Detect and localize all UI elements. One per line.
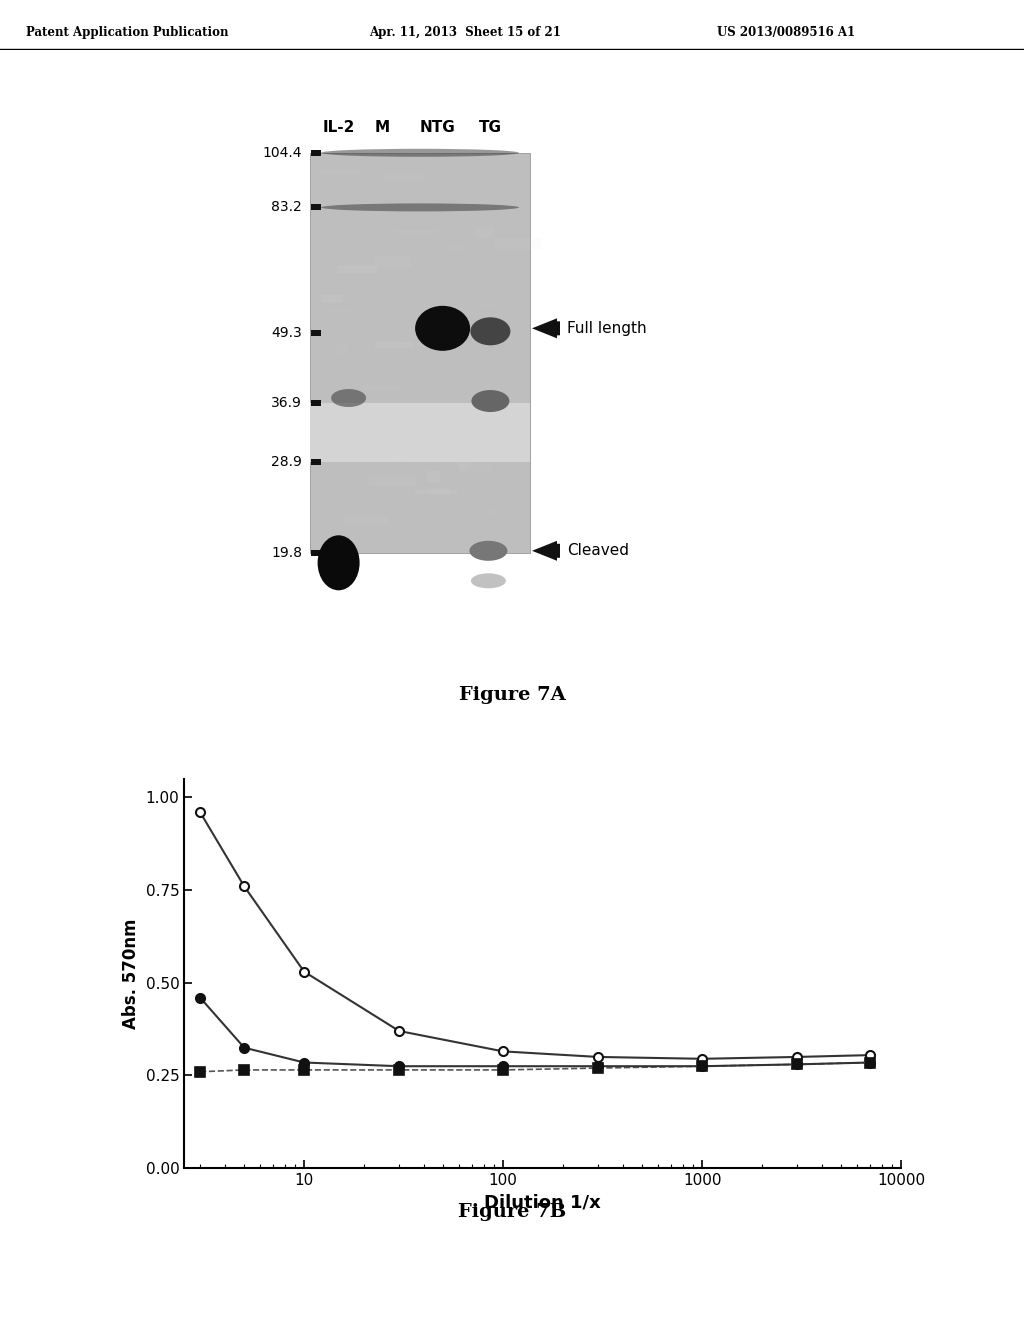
Ellipse shape — [317, 536, 359, 590]
Text: US 2013/0089516 A1: US 2013/0089516 A1 — [717, 26, 855, 40]
Bar — [349, 424, 380, 430]
Bar — [311, 550, 321, 556]
Text: Full length: Full length — [567, 321, 646, 335]
Text: 28.9: 28.9 — [271, 455, 302, 469]
Bar — [375, 256, 411, 267]
Bar — [493, 445, 523, 451]
Text: TG: TG — [479, 120, 502, 135]
Bar — [384, 173, 424, 182]
Y-axis label: Abs. 570nm: Abs. 570nm — [122, 919, 140, 1028]
Bar — [465, 421, 478, 430]
Bar — [458, 461, 468, 471]
Ellipse shape — [469, 541, 508, 561]
FancyArrow shape — [532, 318, 560, 338]
FancyArrow shape — [532, 541, 560, 561]
Text: Figure 7A: Figure 7A — [459, 686, 565, 704]
Ellipse shape — [471, 389, 509, 412]
Bar — [460, 462, 490, 471]
Bar — [311, 205, 321, 210]
Text: Cleaved: Cleaved — [567, 544, 629, 558]
Text: 19.8: 19.8 — [271, 545, 302, 560]
Bar — [322, 310, 352, 313]
Ellipse shape — [321, 203, 519, 211]
Bar — [311, 330, 321, 337]
Bar — [311, 149, 321, 156]
Ellipse shape — [321, 149, 519, 157]
Text: Figure 7B: Figure 7B — [458, 1203, 566, 1221]
Bar — [369, 475, 416, 486]
Text: Apr. 11, 2013  Sheet 15 of 21: Apr. 11, 2013 Sheet 15 of 21 — [369, 26, 560, 40]
Bar — [392, 457, 407, 462]
Bar — [375, 342, 413, 348]
Ellipse shape — [415, 306, 470, 351]
Text: NTG: NTG — [420, 120, 456, 135]
Text: 36.9: 36.9 — [271, 396, 302, 411]
Bar — [310, 403, 530, 462]
Bar — [427, 471, 440, 482]
Bar — [476, 227, 494, 239]
Bar — [475, 304, 498, 308]
Bar — [485, 511, 504, 513]
Bar — [361, 384, 401, 389]
Bar — [387, 437, 430, 444]
Bar — [318, 169, 362, 174]
Text: Patent Application Publication: Patent Application Publication — [26, 26, 228, 40]
Bar — [338, 346, 349, 358]
X-axis label: Dilution 1/x: Dilution 1/x — [484, 1193, 601, 1212]
Bar — [495, 239, 542, 249]
Ellipse shape — [471, 573, 506, 589]
Bar — [311, 459, 321, 465]
Bar — [450, 244, 463, 251]
Text: IL-2: IL-2 — [323, 120, 354, 135]
Bar — [407, 343, 433, 347]
Ellipse shape — [331, 389, 367, 407]
Bar — [344, 517, 388, 525]
Bar — [311, 400, 321, 407]
Bar — [464, 199, 487, 203]
Ellipse shape — [470, 317, 510, 346]
Bar — [321, 296, 343, 302]
Text: 104.4: 104.4 — [262, 145, 302, 160]
Text: 83.2: 83.2 — [271, 201, 302, 214]
Bar — [428, 488, 450, 494]
Bar — [416, 490, 458, 494]
Bar — [310, 153, 530, 553]
Bar — [437, 420, 468, 428]
Text: M: M — [375, 120, 390, 135]
Bar — [394, 230, 438, 232]
Bar — [337, 265, 378, 273]
Text: 49.3: 49.3 — [271, 326, 302, 341]
